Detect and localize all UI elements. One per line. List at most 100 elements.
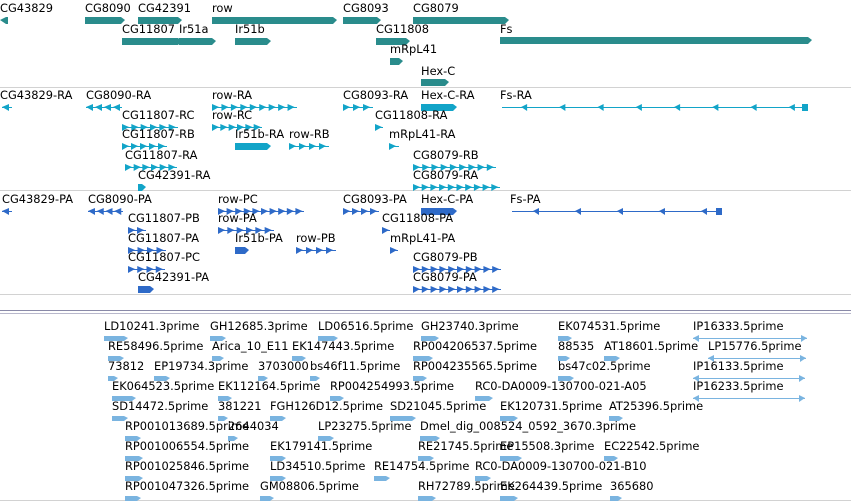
est-feature-glyph[interactable] <box>212 356 224 361</box>
est-feature-label[interactable]: EK147443.5prime <box>292 339 395 353</box>
transcript-feature-label[interactable]: CG42391-RA <box>138 168 211 182</box>
gene-feature-label[interactable]: Ir51b <box>235 22 265 36</box>
est-feature-glyph[interactable] <box>270 476 286 481</box>
protein-feature-glyph[interactable] <box>128 247 166 254</box>
transcript-feature-glyph[interactable] <box>2 104 12 111</box>
est-feature-label[interactable]: RC0-DA0009-130700-021-A05 <box>475 379 647 393</box>
transcript-feature-glyph[interactable] <box>502 104 808 111</box>
gene-feature-glyph[interactable] <box>376 38 410 45</box>
transcript-feature-label[interactable]: row-RA <box>212 88 253 102</box>
est-feature-glyph[interactable] <box>500 416 518 421</box>
protein-feature-label[interactable]: CG42391-PA <box>138 270 210 284</box>
gene-feature-label[interactable]: Fs <box>500 22 513 36</box>
protein-feature-glyph[interactable] <box>218 227 274 234</box>
transcript-feature-glyph[interactable] <box>212 104 297 111</box>
protein-feature-glyph[interactable] <box>218 208 304 215</box>
est-feature-glyph[interactable] <box>218 416 228 421</box>
est-feature-label[interactable]: SD21045.5prime <box>390 399 487 413</box>
protein-feature-glyph[interactable] <box>128 266 165 273</box>
protein-feature-glyph[interactable] <box>512 208 722 215</box>
transcript-feature-label[interactable]: row-RB <box>289 127 330 141</box>
protein-feature-glyph[interactable] <box>88 208 123 215</box>
est-feature-label[interactable]: EK064523.5prime <box>112 379 215 393</box>
gene-feature-glyph[interactable] <box>421 79 449 86</box>
protein-feature-glyph[interactable] <box>413 286 501 293</box>
est-feature-label[interactable]: EP19734.3prime <box>154 359 249 373</box>
est-feature-label[interactable]: IP16233.5prime <box>693 379 784 393</box>
est-feature-label[interactable]: GH12685.3prime <box>210 319 308 333</box>
est-feature-label[interactable]: EK120731.5prime <box>500 399 603 413</box>
protein-feature-glyph[interactable] <box>343 208 379 215</box>
est-feature-label[interactable]: LP15776.5prime <box>708 339 802 353</box>
est-feature-label[interactable]: LP23275.5prime <box>318 419 412 433</box>
transcript-feature-glyph[interactable] <box>421 104 457 111</box>
gene-feature-glyph[interactable] <box>85 17 125 24</box>
transcript-feature-label[interactable]: mRpL41-RA <box>389 127 456 141</box>
est-feature-glyph[interactable] <box>292 356 306 361</box>
est-feature-glyph[interactable] <box>228 436 238 441</box>
est-feature-glyph[interactable] <box>318 436 334 441</box>
est-feature-label[interactable]: FGH126D12.5prime <box>270 399 383 413</box>
protein-feature-glyph[interactable] <box>138 286 154 293</box>
transcript-feature-glyph[interactable] <box>125 164 177 171</box>
transcript-feature-label[interactable]: CG8079-RB <box>413 148 479 162</box>
est-feature-label[interactable]: LD06516.5prime <box>318 319 414 333</box>
gene-feature-glyph[interactable] <box>413 17 509 24</box>
protein-feature-glyph[interactable] <box>235 247 249 254</box>
est-feature-label[interactable]: RE21745.5prime <box>418 439 514 453</box>
est-feature-glyph[interactable] <box>125 436 141 441</box>
transcript-feature-label[interactable]: CG11807-RB <box>122 127 195 141</box>
transcript-feature-glyph[interactable] <box>375 124 383 131</box>
est-feature-label[interactable]: IP16133.5prime <box>693 359 784 373</box>
est-feature-label[interactable]: 73812 <box>108 359 145 373</box>
transcript-feature-glyph[interactable] <box>413 184 500 191</box>
est-feature-label[interactable]: RE14754.5prime <box>374 459 470 473</box>
est-feature-glyph[interactable] <box>125 496 141 501</box>
est-feature-label[interactable]: LD34510.5prime <box>270 459 366 473</box>
protein-feature-label[interactable]: Fs-PA <box>510 192 541 206</box>
est-feature-label[interactable]: EK112164.5prime <box>218 379 321 393</box>
est-feature-glyph[interactable] <box>475 396 493 401</box>
est-feature-glyph[interactable] <box>125 476 143 481</box>
est-feature-label[interactable]: RP001006554.5prime <box>125 439 250 453</box>
transcript-feature-glyph[interactable] <box>122 143 167 150</box>
protein-feature-label[interactable]: CG11808-PA <box>382 211 454 225</box>
est-feature-label[interactable]: IP16333.5prime <box>693 319 784 333</box>
est-feature-label[interactable]: bs47c02.5prime <box>558 359 651 373</box>
est-feature-glyph[interactable] <box>413 376 427 381</box>
est-feature-glyph[interactable] <box>604 356 620 361</box>
est-feature-glyph[interactable] <box>475 476 491 481</box>
transcript-feature-glyph[interactable] <box>389 143 399 150</box>
est-feature-label[interactable]: LD10241.3prime <box>104 319 200 333</box>
transcript-feature-glyph[interactable] <box>122 124 178 131</box>
est-feature-label[interactable]: 3703000 <box>258 359 309 373</box>
est-feature-glyph[interactable] <box>258 376 268 381</box>
gene-feature-label[interactable]: CG42391 <box>138 1 192 15</box>
est-feature-glyph[interactable] <box>604 456 618 461</box>
est-feature-glyph[interactable] <box>330 396 344 401</box>
est-feature-label[interactable]: AT25396.5prime <box>609 399 704 413</box>
est-feature-label[interactable]: Dmel_dig_008524_0592_3670.3prime <box>420 419 636 433</box>
gene-feature-label[interactable]: row <box>212 1 233 15</box>
est-feature-label[interactable]: RC0-DA0009-130700-021-B10 <box>475 459 647 473</box>
est-feature-label[interactable]: 365680 <box>610 479 654 493</box>
est-feature-label[interactable]: GH23740.3prime <box>421 319 519 333</box>
est-feature-glyph[interactable] <box>708 355 806 362</box>
gene-feature-label[interactable]: Hex-C <box>421 64 456 78</box>
gene-feature-glyph[interactable] <box>390 58 403 65</box>
est-feature-label[interactable]: EK264439.5prime <box>500 479 603 493</box>
protein-feature-label[interactable]: Ir51b-PA <box>235 231 283 245</box>
gene-feature-label[interactable]: CG11808 <box>376 22 430 36</box>
protein-feature-glyph[interactable] <box>128 227 146 234</box>
gene-feature-glyph[interactable] <box>212 17 337 24</box>
est-feature-glyph[interactable] <box>210 336 226 341</box>
est-feature-glyph[interactable] <box>125 456 143 461</box>
transcript-feature-label[interactable]: Hex-C-RA <box>421 88 475 102</box>
gene-feature-glyph[interactable] <box>122 38 182 45</box>
gene-feature-glyph[interactable] <box>0 17 8 24</box>
gene-feature-label[interactable]: CG8093 <box>343 1 389 15</box>
est-feature-glyph[interactable] <box>104 336 128 341</box>
est-feature-label[interactable]: RP001047326.5prime <box>125 479 250 493</box>
gene-feature-label[interactable]: CG8079 <box>413 1 459 15</box>
protein-feature-label[interactable]: CG11807-PA <box>128 231 200 245</box>
